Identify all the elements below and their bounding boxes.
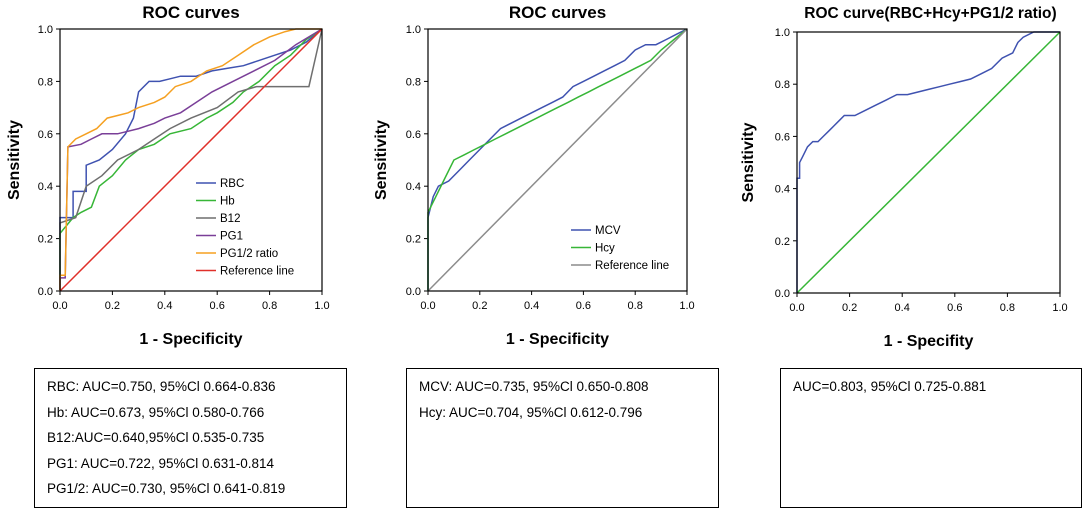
legend-entry: B12 bbox=[220, 213, 240, 225]
auc-line: PG1/2: AUC=0.730, 95%Cl 0.641-0.819 bbox=[47, 481, 286, 496]
x-tick-label: 0.0 bbox=[789, 302, 804, 314]
chart-title: ROC curves bbox=[509, 3, 606, 22]
auc-line: Hcy: AUC=0.704, 95%Cl 0.612-0.796 bbox=[419, 404, 643, 420]
y-tick-label: 0.4 bbox=[775, 184, 790, 196]
y-tick-label: 0.4 bbox=[38, 181, 53, 193]
x-axis-label: 1 - Specificity bbox=[139, 331, 242, 348]
y-tick-label: 1.0 bbox=[775, 27, 790, 39]
plot-area bbox=[427, 28, 688, 292]
series-hcy bbox=[427, 28, 688, 291]
auc-line: AUC=0.803, 95%Cl 0.725-0.881 bbox=[793, 379, 987, 394]
x-tick-label: 0.4 bbox=[524, 300, 539, 312]
y-axis-label: Sensitivity bbox=[6, 120, 23, 200]
auc-box-2: MCV: AUC=0.735, 95%Cl 0.650-0.808 Hcy: AU… bbox=[406, 368, 719, 508]
x-tick-label: 1.0 bbox=[679, 300, 694, 312]
x-tick-label: 0.2 bbox=[105, 300, 120, 312]
legend-entry: Hcy bbox=[595, 243, 615, 255]
y-tick-label: 1.0 bbox=[38, 24, 53, 36]
x-tick-label: 0.0 bbox=[420, 300, 435, 312]
x-tick-label: 0.8 bbox=[262, 300, 277, 312]
series-hb bbox=[59, 28, 323, 291]
series-pg1-2-ratio bbox=[59, 28, 322, 291]
x-tick-label: 1.0 bbox=[314, 300, 329, 312]
auc-line: RBC: AUC=0.750, 95%Cl 0.664-0.836 bbox=[47, 379, 276, 394]
legend-entry: PG1/2 ratio bbox=[220, 248, 278, 260]
y-tick-label: 0.0 bbox=[406, 286, 421, 298]
y-tick-label: 0.6 bbox=[38, 129, 53, 141]
series-reference-line bbox=[59, 28, 323, 292]
y-tick-label: 0.6 bbox=[775, 131, 790, 143]
y-axis-label: Sensitivity bbox=[373, 120, 390, 200]
legend-entry: PG1 bbox=[220, 231, 243, 243]
roc-panel-2: ROC curves 1 - Specificity Sensitivity 0.0 0… bbox=[373, 3, 695, 348]
x-tick-label: 0.2 bbox=[842, 302, 857, 314]
y-tick-label: 0.8 bbox=[406, 76, 421, 88]
legend-entry: MCV bbox=[595, 225, 621, 237]
legend-entry: Hb bbox=[220, 196, 235, 208]
y-tick-label: 0.2 bbox=[38, 234, 53, 246]
x-tick-label: 0.6 bbox=[576, 300, 591, 312]
x-tick-label: 0.8 bbox=[628, 300, 643, 312]
auc-line: MCV: AUC=0.735, 95%Cl 0.650-0.808 bbox=[419, 379, 649, 394]
y-tick-label: 0.8 bbox=[38, 76, 53, 88]
legend-entry: Reference line bbox=[595, 260, 669, 272]
series-reference-line bbox=[427, 28, 688, 292]
series-b12 bbox=[59, 28, 323, 291]
x-tick-label: 0.4 bbox=[895, 302, 910, 314]
legend: MCV Hcy Reference line bbox=[571, 225, 669, 272]
series-rbc-hcy-pg1-2-ratio bbox=[796, 31, 1060, 293]
y-tick-label: 0.4 bbox=[406, 181, 421, 193]
auc-box-3: AUC=0.803, 95%Cl 0.725-0.881 bbox=[780, 368, 1082, 508]
x-tick-label: 0.2 bbox=[472, 300, 487, 312]
y-tick-label: 0.6 bbox=[406, 129, 421, 141]
x-axis-label: 1 - Specifity bbox=[884, 333, 974, 350]
x-tick-label: 1.0 bbox=[1052, 302, 1067, 314]
y-tick-label: 0.8 bbox=[775, 79, 790, 91]
x-axis-label: 1 - Specificity bbox=[506, 331, 609, 348]
auc-line: PG1: AUC=0.722, 95%Cl 0.631-0.814 bbox=[47, 455, 275, 471]
legend: RBC Hb B12 PG1 PG1/2 ratio Reference line bbox=[196, 178, 294, 278]
y-tick-label: 0.0 bbox=[38, 286, 53, 298]
auc-line: B12:AUC=0.640,95%Cl 0.535-0.735 bbox=[47, 430, 265, 445]
x-tick-label: 0.4 bbox=[157, 300, 172, 312]
auc-box-1: RBC: AUC=0.750, 95%Cl 0.664-0.836 Hb: AUC… bbox=[34, 368, 347, 508]
x-tick-label: 0.6 bbox=[210, 300, 225, 312]
y-tick-label: 1.0 bbox=[406, 24, 421, 36]
y-axis-label: Sensitivity bbox=[740, 122, 757, 202]
roc-panel-1: ROC curves 1 - Specificity Sensitivity 0.0 0… bbox=[6, 3, 330, 348]
y-tick-label: 0.2 bbox=[775, 236, 790, 248]
plot-area bbox=[796, 31, 1061, 294]
y-tick-label: 0.2 bbox=[406, 234, 421, 246]
auc-line: Hb: AUC=0.673, 95%Cl 0.580-0.766 bbox=[47, 404, 265, 420]
x-tick-label: 0.6 bbox=[947, 302, 962, 314]
x-tick-label: 0.8 bbox=[1000, 302, 1015, 314]
plot-area bbox=[59, 28, 323, 292]
x-tick-label: 0.0 bbox=[52, 300, 67, 312]
series-reference-line bbox=[796, 31, 1061, 294]
legend-entry: RBC bbox=[220, 178, 244, 190]
chart-title: ROC curve(RBC+Hcy+PG1/2 ratio) bbox=[804, 5, 1056, 22]
chart-title: ROC curves bbox=[142, 3, 239, 22]
roc-panel-3: ROC curve(RBC+Hcy+PG1/2 ratio) 1 - Specif… bbox=[740, 5, 1068, 350]
series-mcv bbox=[427, 28, 688, 291]
legend-entry: Reference line bbox=[220, 266, 294, 278]
y-tick-label: 0.0 bbox=[775, 288, 790, 300]
